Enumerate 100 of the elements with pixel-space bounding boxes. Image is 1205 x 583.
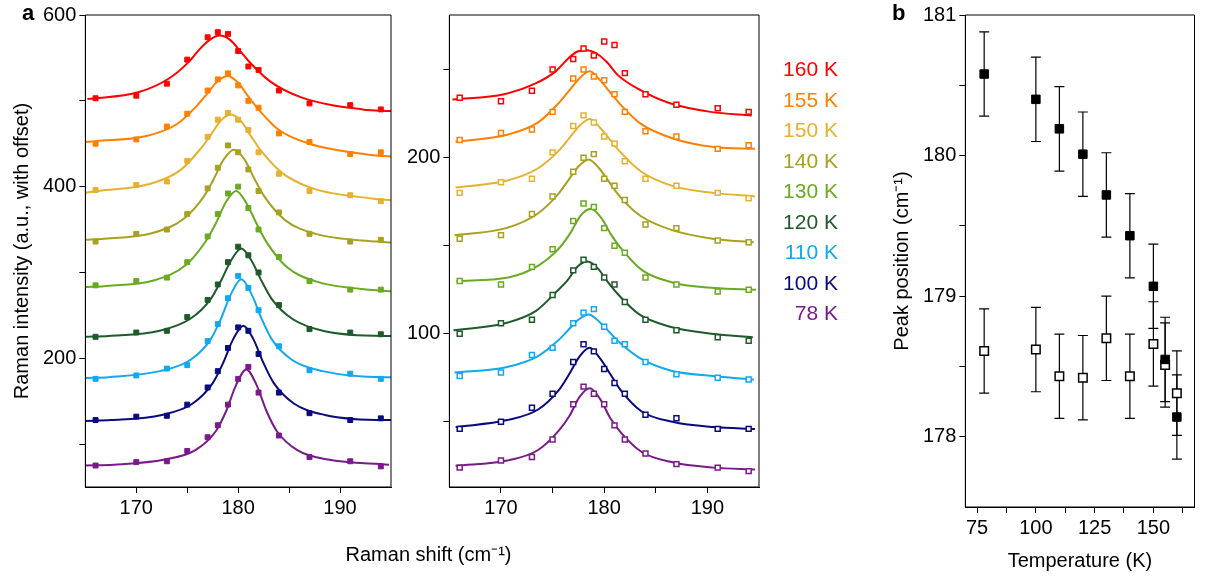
point [255, 187, 262, 194]
point [235, 375, 242, 382]
point [456, 94, 463, 101]
point [133, 136, 140, 143]
point [528, 263, 536, 271]
y-tick-label: 178 [922, 424, 957, 447]
point [1160, 354, 1170, 365]
point [570, 217, 577, 225]
point [549, 291, 556, 299]
point [979, 69, 989, 79]
y-axis-title: Peak position (cm⁻¹) [889, 171, 912, 351]
point [377, 375, 384, 382]
point [214, 76, 221, 83]
point [377, 236, 384, 243]
point [255, 66, 262, 73]
point [306, 100, 313, 107]
point [570, 358, 577, 366]
point [377, 331, 384, 338]
point [745, 467, 752, 475]
point [275, 209, 282, 216]
point [347, 329, 354, 336]
point [204, 296, 211, 303]
point [590, 203, 598, 211]
point [255, 226, 262, 233]
point [184, 110, 191, 117]
point [497, 457, 505, 464]
point [642, 128, 649, 135]
point [245, 97, 252, 104]
point [580, 256, 587, 264]
point [214, 164, 221, 171]
point [133, 459, 140, 466]
point [163, 178, 170, 185]
text: 150 K [782, 117, 838, 143]
point [528, 126, 536, 133]
point [590, 150, 598, 158]
point [245, 284, 252, 291]
point [163, 123, 170, 130]
y-tick-label: 179 [922, 283, 957, 306]
point [1077, 372, 1088, 383]
point [611, 379, 618, 387]
point [255, 389, 262, 396]
point [745, 238, 752, 246]
point [456, 136, 463, 144]
point [611, 41, 618, 49]
point [570, 401, 577, 408]
point [611, 242, 618, 249]
point [347, 192, 354, 199]
point [1030, 344, 1041, 355]
point [255, 351, 262, 357]
point [204, 185, 211, 192]
point [497, 319, 505, 327]
point [92, 140, 99, 147]
point [214, 368, 221, 375]
point [714, 464, 721, 471]
point [1125, 230, 1135, 241]
point [745, 108, 752, 116]
point [642, 450, 649, 457]
point [1171, 388, 1182, 399]
point [642, 221, 649, 228]
point [549, 193, 556, 200]
point [1101, 190, 1112, 200]
point [163, 226, 170, 233]
point [600, 133, 608, 140]
point [163, 458, 170, 465]
point [600, 365, 608, 373]
point [92, 95, 99, 102]
point [642, 411, 649, 419]
point [347, 102, 354, 109]
point [673, 327, 680, 334]
point [163, 80, 170, 87]
point [377, 198, 384, 205]
point [245, 166, 252, 173]
text: 110 K [783, 239, 838, 265]
point [306, 453, 313, 460]
point [275, 130, 282, 137]
y-tick-label: 180 [922, 143, 957, 166]
point [306, 326, 313, 333]
point [642, 91, 649, 98]
point [528, 453, 536, 461]
point [377, 149, 384, 156]
point [377, 415, 384, 422]
point [306, 230, 313, 237]
point [214, 320, 221, 327]
y-tick-label: 181 [922, 2, 957, 25]
point [163, 365, 170, 372]
point [235, 116, 242, 123]
point [347, 417, 354, 424]
y-tick-label: 200 [42, 345, 77, 368]
point [225, 295, 231, 302]
point [600, 175, 608, 183]
point [204, 133, 211, 140]
point [245, 252, 252, 259]
point [600, 401, 608, 408]
point [590, 263, 598, 271]
point [549, 436, 556, 443]
point [184, 362, 191, 369]
point [621, 436, 629, 443]
point [92, 375, 99, 382]
point [497, 369, 505, 376]
point [255, 104, 262, 111]
